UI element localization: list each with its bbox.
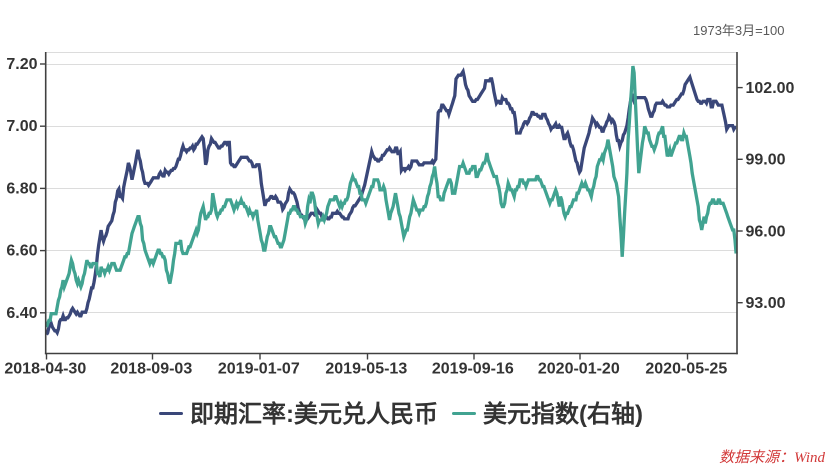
svg-text:2020-05-25: 2020-05-25 [645, 361, 727, 378]
svg-text:6.60: 6.60 [6, 243, 37, 260]
svg-text:2019-09-16: 2019-09-16 [432, 361, 514, 378]
svg-text:2018-04-30: 2018-04-30 [4, 361, 86, 378]
svg-text:99.00: 99.00 [746, 152, 786, 169]
svg-text:2020-01-20: 2020-01-20 [538, 361, 620, 378]
svg-text:2019-01-07: 2019-01-07 [218, 361, 300, 378]
svg-text:2019-05-13: 2019-05-13 [325, 361, 407, 378]
svg-text:93.00: 93.00 [746, 295, 786, 312]
svg-text:2018-09-03: 2018-09-03 [110, 361, 192, 378]
svg-text:7.20: 7.20 [6, 56, 37, 73]
svg-text:102.00: 102.00 [746, 80, 795, 97]
svg-text:7.00: 7.00 [6, 118, 37, 135]
svg-text:6.80: 6.80 [6, 180, 37, 197]
svg-text:6.40: 6.40 [6, 305, 37, 322]
svg-text:96.00: 96.00 [746, 223, 786, 240]
